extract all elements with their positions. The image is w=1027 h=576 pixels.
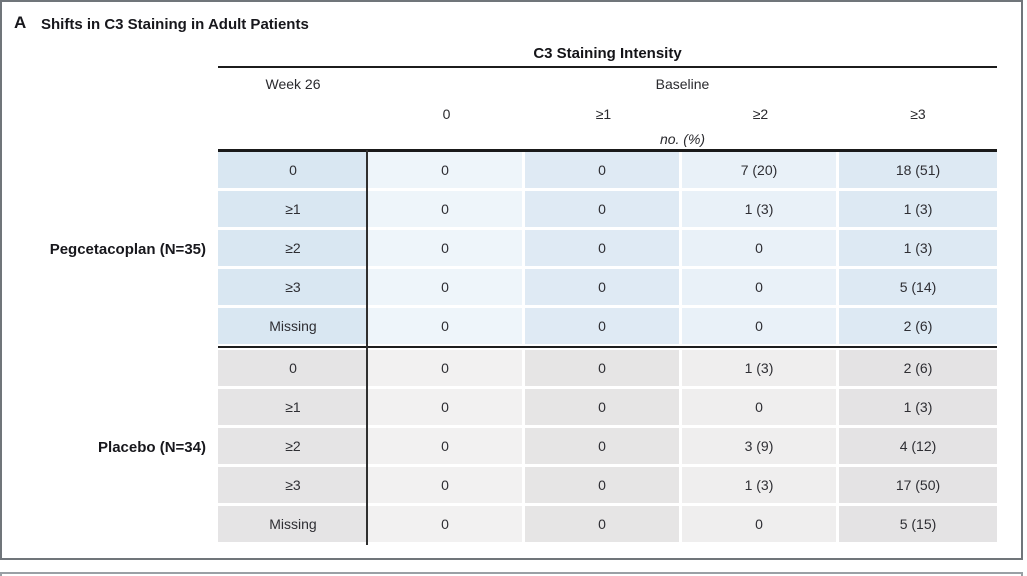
table-row: 0 0 0 1 (3) 2 (6)	[218, 350, 997, 386]
table-cell: 0	[368, 191, 522, 227]
table-cell: 5 (15)	[839, 506, 997, 542]
row-label: ≥3	[218, 467, 368, 503]
table-cell: 0	[525, 389, 679, 425]
table-cell: 0	[525, 467, 679, 503]
table-cell: 18 (51)	[839, 152, 997, 188]
table-cell: 0	[368, 389, 522, 425]
panel-letter: A	[14, 13, 27, 32]
table-cell: 0	[525, 308, 679, 344]
table-cell: 0	[682, 308, 836, 344]
next-panel-top-edge	[0, 572, 1023, 576]
table-cell: 0	[525, 350, 679, 386]
table-cell: 0	[525, 152, 679, 188]
panel-title: Shifts in C3 Staining in Adult Patients	[41, 16, 309, 33]
row-label: ≥3	[218, 269, 368, 305]
table-cell: 4 (12)	[839, 428, 997, 464]
row-label: ≥2	[218, 230, 368, 266]
section-pegcetacoplan: 0 0 0 7 (20) 18 (51) ≥1 0 0 1 (3) 1 (3) …	[218, 152, 997, 344]
table-cell: 1 (3)	[839, 230, 997, 266]
header-rule	[218, 66, 997, 68]
table-cell: 0	[682, 269, 836, 305]
section-divider-rule	[218, 346, 997, 348]
row-label: Missing	[218, 506, 368, 542]
table-cell: 0	[368, 428, 522, 464]
table-row: ≥2 0 0 3 (9) 4 (12)	[218, 428, 997, 464]
label-column-separator-rule	[366, 150, 368, 545]
table-cell: 0	[368, 269, 522, 305]
table-cell: 0	[368, 467, 522, 503]
row-label: ≥2	[218, 428, 368, 464]
row-label: 0	[218, 350, 368, 386]
grid-top-rule	[218, 149, 997, 152]
group-label-pegcetacoplan: Pegcetacoplan (N=35)	[49, 241, 206, 258]
table-cell: 0	[368, 152, 522, 188]
table-row: ≥2 0 0 0 1 (3)	[218, 230, 997, 266]
table-cell: 5 (14)	[839, 269, 997, 305]
table-cell: 0	[368, 350, 522, 386]
table-cell: 2 (6)	[839, 308, 997, 344]
table-cell: 1 (3)	[839, 389, 997, 425]
table-row: ≥1 0 0 0 1 (3)	[218, 389, 997, 425]
column-header-0: 0	[442, 106, 451, 122]
table-cell: 1 (3)	[682, 467, 836, 503]
table-title: C3 Staining Intensity	[533, 45, 682, 62]
table-cell: 0	[682, 389, 836, 425]
table-cell: 0	[682, 506, 836, 542]
unit-label: no. (%)	[659, 131, 706, 147]
table-cell: 1 (3)	[682, 350, 836, 386]
table-cell: 1 (3)	[682, 191, 836, 227]
table-cell: 0	[525, 230, 679, 266]
table-row: Missing 0 0 0 2 (6)	[218, 308, 997, 344]
column-axis-label: Baseline	[655, 76, 710, 92]
data-grid: 0 0 0 7 (20) 18 (51) ≥1 0 0 1 (3) 1 (3) …	[218, 152, 997, 545]
table-cell: 0	[525, 191, 679, 227]
table-cell: 0	[525, 269, 679, 305]
table-row: Missing 0 0 0 5 (15)	[218, 506, 997, 542]
table-cell: 0	[368, 308, 522, 344]
column-header-ge3: ≥3	[910, 106, 926, 122]
table-cell: 7 (20)	[682, 152, 836, 188]
row-axis-label: Week 26	[265, 76, 321, 92]
group-label-placebo: Placebo (N=34)	[98, 439, 206, 456]
section-placebo: 0 0 0 1 (3) 2 (6) ≥1 0 0 0 1 (3) ≥2 0 0 …	[218, 350, 997, 542]
table-row: ≥3 0 0 1 (3) 17 (50)	[218, 467, 997, 503]
row-label: ≥1	[218, 191, 368, 227]
table-cell: 1 (3)	[839, 191, 997, 227]
table-cell: 2 (6)	[839, 350, 997, 386]
table-cell: 3 (9)	[682, 428, 836, 464]
table-cell: 0	[525, 428, 679, 464]
table-cell: 17 (50)	[839, 467, 997, 503]
table-cell: 0	[368, 506, 522, 542]
table-row: ≥1 0 0 1 (3) 1 (3)	[218, 191, 997, 227]
table-row: ≥3 0 0 0 5 (14)	[218, 269, 997, 305]
table-row: 0 0 0 7 (20) 18 (51)	[218, 152, 997, 188]
column-header-ge2: ≥2	[752, 106, 769, 122]
table-cell: 0	[525, 506, 679, 542]
row-label: 0	[218, 152, 368, 188]
table-cell: 0	[682, 230, 836, 266]
column-header-ge1: ≥1	[595, 106, 612, 122]
row-label: ≥1	[218, 389, 368, 425]
table-cell: 0	[368, 230, 522, 266]
row-label: Missing	[218, 308, 368, 344]
